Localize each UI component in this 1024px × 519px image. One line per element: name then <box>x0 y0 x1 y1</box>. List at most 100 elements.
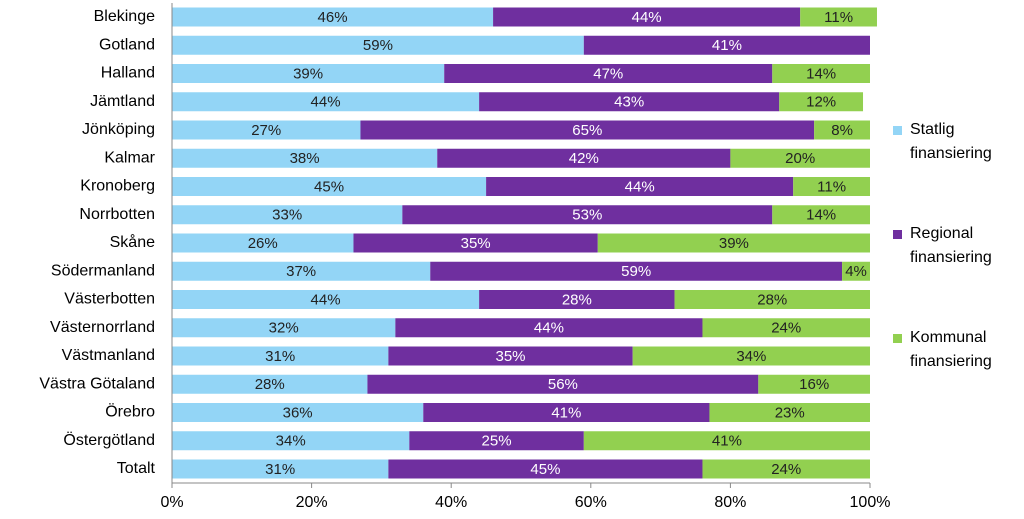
bar-segment <box>702 318 870 338</box>
value-label: 16% <box>799 376 829 393</box>
value-label: 26% <box>248 235 278 252</box>
value-label: 44% <box>311 291 341 308</box>
bar-segment <box>409 431 584 451</box>
value-label: 20% <box>785 150 815 167</box>
bar-segment <box>437 148 731 168</box>
bar-segment <box>730 148 870 168</box>
category-label: Västerbotten <box>64 291 155 308</box>
category-label: Kronoberg <box>80 178 155 195</box>
bar-segment <box>172 35 584 55</box>
bar-segment <box>172 374 368 394</box>
value-label: 34% <box>276 433 306 450</box>
value-label: 31% <box>265 461 295 478</box>
bar-segment <box>172 261 431 281</box>
legend-item: Statlig finansiering <box>893 118 1018 166</box>
category-label: Västernorrland <box>50 319 155 336</box>
x-tick-label: 60% <box>575 494 607 511</box>
value-label: 43% <box>614 94 644 111</box>
value-label: 12% <box>806 94 836 111</box>
x-tick-label: 0% <box>160 494 183 511</box>
bar-segment <box>583 431 870 451</box>
value-label: 24% <box>771 320 801 337</box>
value-label: 36% <box>283 404 313 421</box>
bar-segment <box>793 177 870 196</box>
bar-segment <box>172 459 389 479</box>
value-label: 59% <box>363 37 393 54</box>
bar-segment <box>583 35 870 55</box>
value-label: 39% <box>293 65 323 82</box>
category-label: Halland <box>101 65 155 82</box>
category-label: Norrbotten <box>79 206 155 223</box>
bar-segment <box>430 261 843 281</box>
bar-segment <box>709 403 870 422</box>
bar-segment <box>172 7 494 27</box>
value-label: 44% <box>534 320 564 337</box>
value-label: 53% <box>572 207 602 224</box>
value-label: 41% <box>712 37 742 54</box>
category-label: Totalt <box>117 460 156 477</box>
value-label: 14% <box>806 65 836 82</box>
bar-segment <box>772 64 870 83</box>
value-label: 38% <box>290 150 320 167</box>
bar-segment <box>353 233 598 253</box>
value-label: 33% <box>272 207 302 224</box>
x-tick-label: 100% <box>850 494 891 511</box>
value-label: 59% <box>621 263 651 280</box>
bar-segment <box>632 346 870 366</box>
category-label: Örebro <box>105 403 155 421</box>
value-label: 41% <box>712 433 742 450</box>
category-label: Skåne <box>110 233 155 251</box>
value-label: 31% <box>265 348 295 365</box>
bar-segment <box>842 261 870 281</box>
bar-segment <box>479 92 780 112</box>
value-label: 45% <box>530 461 560 478</box>
bar-segment <box>388 459 703 479</box>
bar-segment <box>758 374 870 394</box>
bar-segment <box>772 205 870 225</box>
bar-segment <box>172 403 424 422</box>
value-label: 11% <box>817 178 846 195</box>
legend-swatch <box>893 334 902 343</box>
value-label: 46% <box>318 9 348 26</box>
value-label: 35% <box>496 348 526 365</box>
bar-segment <box>402 205 773 225</box>
value-label: 32% <box>269 320 299 337</box>
value-label: 44% <box>625 178 655 195</box>
value-label: 39% <box>719 235 749 252</box>
category-label: Västra Götaland <box>39 375 155 392</box>
value-label: 45% <box>314 178 344 195</box>
value-label: 65% <box>572 122 602 139</box>
bar-segment <box>172 120 361 140</box>
value-label: 56% <box>548 376 578 393</box>
value-label: 44% <box>311 94 341 111</box>
bar-segment <box>444 64 773 83</box>
legend-item: Regional finansiering <box>893 222 1018 270</box>
value-label: 25% <box>482 433 512 450</box>
value-label: 11% <box>824 9 853 26</box>
value-label: 14% <box>806 207 836 224</box>
bar-segment <box>800 7 877 27</box>
x-tick-label: 40% <box>435 494 467 511</box>
legend-label: Kommunal finansiering <box>910 329 992 370</box>
value-label: 41% <box>551 404 581 421</box>
bar-segment <box>814 120 870 140</box>
bar-segment <box>388 346 633 366</box>
value-label: 44% <box>632 9 662 26</box>
value-label: 37% <box>286 263 316 280</box>
x-tick-label: 80% <box>714 494 746 511</box>
value-label: 4% <box>845 263 867 280</box>
value-label: 34% <box>736 348 766 365</box>
category-label: Kalmar <box>104 149 155 166</box>
value-label: 28% <box>562 291 592 308</box>
bar-segment <box>597 233 870 253</box>
category-label: Västmanland <box>62 347 155 364</box>
bar-segment <box>493 7 801 27</box>
value-label: 28% <box>757 291 787 308</box>
bar-segment <box>360 120 815 140</box>
bar-segment <box>423 403 710 422</box>
category-label: Östergötland <box>63 431 155 449</box>
category-label: Jönköping <box>82 121 155 138</box>
value-label: 28% <box>255 376 285 393</box>
value-label: 24% <box>771 461 801 478</box>
